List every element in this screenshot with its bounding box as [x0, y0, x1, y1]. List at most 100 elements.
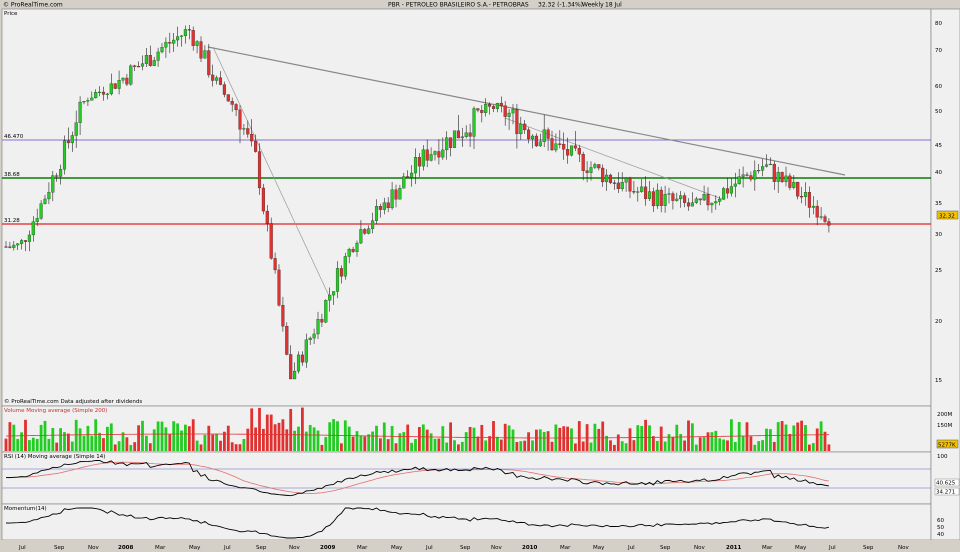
candle-body [20, 240, 24, 244]
steep-downtrend-line[interactable] [212, 46, 331, 299]
candle-body [308, 337, 312, 340]
volume-panel-title: Volume Moving average (Simple 200) [4, 408, 107, 414]
volume-bar [800, 420, 803, 451]
volume-badge-text: 5277K [938, 443, 956, 449]
price-panel[interactable] [1, 8, 932, 407]
long-downtrend-line[interactable] [207, 46, 846, 176]
candle-body [757, 170, 761, 172]
last-price-badge [936, 210, 959, 220]
momentum-panel[interactable] [1, 503, 932, 541]
volume-bar [570, 428, 573, 451]
price-tick: 35 [935, 201, 942, 207]
volume-bar [394, 443, 398, 451]
candle-body [261, 187, 265, 212]
candle-body [62, 140, 67, 170]
candle-body [569, 145, 574, 156]
candle-body [66, 140, 70, 144]
volume-bar [730, 419, 733, 451]
volume-bar [359, 435, 363, 451]
volume-bar [203, 434, 207, 451]
volume-bar [386, 439, 390, 451]
volume-bar [562, 426, 566, 451]
candle-body [546, 129, 550, 139]
volume-bar [301, 407, 304, 451]
candle-body [191, 30, 195, 46]
volume-bar [496, 436, 499, 451]
volume-bar [98, 432, 101, 451]
rsi-line [5, 460, 829, 497]
volume-bar [402, 432, 406, 451]
secondary-downtrend-line[interactable] [504, 117, 726, 201]
candle-body [452, 130, 457, 148]
momentum-line [5, 507, 830, 539]
candle-body [47, 192, 51, 200]
candle-body [355, 242, 359, 252]
volume-bar [67, 433, 70, 451]
volume-bar [148, 443, 152, 451]
volume-bar [20, 432, 23, 451]
candle-body [335, 268, 340, 292]
candle-body [293, 370, 297, 380]
rsi-ma-badge [934, 487, 960, 496]
candle-body [39, 203, 43, 219]
candle-body [530, 135, 535, 140]
candle-body [176, 36, 180, 41]
volume-bar [410, 442, 413, 451]
candle-body [764, 164, 769, 167]
candle-body [144, 55, 148, 64]
volume-bar [597, 428, 601, 451]
rsi-panel[interactable] [1, 451, 932, 505]
volume-badge [936, 439, 959, 449]
candle-body [460, 136, 464, 139]
volume-bar [605, 435, 608, 451]
volume-bar [765, 428, 768, 451]
candle-body [815, 205, 819, 218]
candle-body [296, 354, 301, 372]
volume-bar [698, 437, 702, 451]
volume-bar [706, 432, 710, 451]
volume-bar [714, 430, 718, 451]
volume-bar [531, 440, 534, 451]
volume-bar [702, 436, 706, 451]
volume-bar [156, 421, 160, 451]
price-tick: 70 [935, 48, 942, 54]
volume-bar [538, 429, 542, 451]
volume-bar [808, 444, 811, 451]
candle-body [374, 206, 379, 221]
candle-body [542, 129, 546, 142]
candle-body [226, 94, 230, 102]
candle-body [706, 194, 710, 206]
volume-bar [441, 426, 445, 451]
candle-body [347, 248, 351, 257]
candle-body [316, 319, 320, 335]
volume-bar [164, 427, 168, 451]
time-label: Jul [627, 545, 635, 551]
candle-body [663, 193, 667, 206]
volume-bar [593, 423, 597, 451]
volume-bar [262, 428, 265, 451]
volume-bar [476, 436, 480, 451]
volume-bar [796, 422, 800, 451]
candle-body [4, 246, 8, 248]
volume-bar [8, 422, 12, 451]
candle-body [70, 135, 74, 144]
rsi-tick: 100 [937, 454, 948, 460]
volume-bar [43, 420, 47, 451]
volume-bar [265, 414, 269, 451]
volume-bar [297, 426, 300, 451]
candle-body [74, 122, 78, 136]
volume-bar [250, 408, 254, 451]
volume-bar [484, 440, 488, 451]
volume-bar [737, 422, 741, 451]
candle-body [312, 333, 316, 339]
candle-body [218, 77, 223, 85]
candle-body [585, 170, 589, 173]
candle-body [382, 202, 386, 210]
volume-bar [644, 419, 647, 451]
price-tick: 15 [935, 378, 942, 384]
volume-bar [375, 425, 378, 451]
momentum-panel-title: Momentum(14) [4, 506, 47, 512]
candle-body [433, 151, 437, 155]
candle-body [281, 305, 285, 327]
